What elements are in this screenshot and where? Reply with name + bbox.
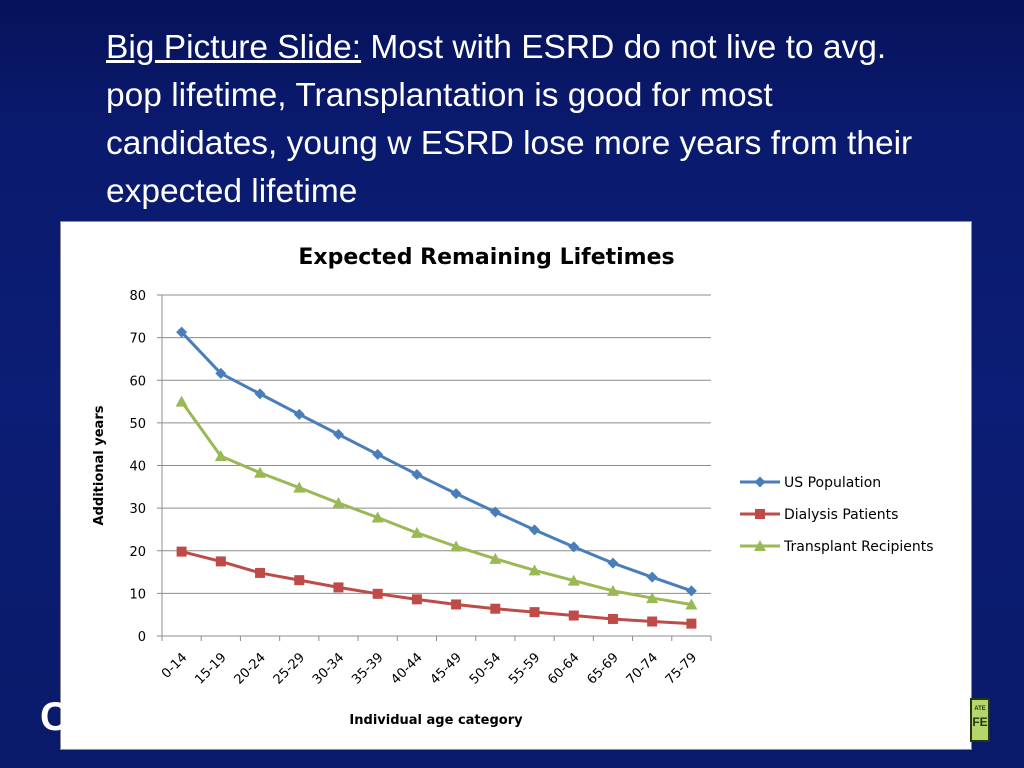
legend-label-us_population: US Population (784, 475, 881, 491)
y-tick-label: 40 (129, 460, 146, 475)
data-point-transplant (214, 450, 227, 462)
y-axis-label: Additional years (92, 405, 107, 525)
y-tick-label: 10 (129, 587, 146, 602)
x-tick-label: 60-64 (545, 650, 582, 687)
data-point-dialysis (490, 603, 501, 614)
footer-partial-text: C (40, 695, 69, 739)
data-point-us_population (646, 571, 658, 583)
data-point-us_population (372, 448, 384, 460)
data-point-transplant (646, 592, 659, 604)
line-chart: Expected Remaining Lifetimes 0 10 20 30 40 50 6… (92, 245, 934, 728)
x-tick-label: 30-34 (310, 650, 347, 687)
data-point-transplant (293, 481, 306, 493)
data-point-dialysis (215, 556, 226, 567)
data-point-dialysis (294, 575, 305, 586)
data-point-dialysis (568, 610, 579, 621)
data-point-transplant (567, 574, 580, 586)
y-tick-label: 50 (129, 417, 146, 432)
x-tick-label: 65-69 (584, 650, 621, 687)
x-tick-label: 50-54 (467, 650, 504, 687)
logo-text-top: ATE (974, 706, 986, 712)
legend-marker-transplant (754, 540, 766, 551)
slide-title-lead: Big Picture Slide: (106, 29, 362, 66)
x-tick-label: 55-59 (506, 650, 543, 687)
logo-badge: ATE FE (970, 698, 990, 742)
data-point-dialysis (647, 616, 658, 627)
chart-container: Expected Remaining Lifetimes 0 10 20 30 40 50 6… (60, 221, 972, 750)
data-point-dialysis (333, 582, 344, 593)
data-point-transplant (410, 526, 423, 538)
data-point-us_population (450, 488, 462, 500)
x-tick-label: 15-19 (192, 650, 229, 687)
data-point-dialysis (607, 613, 618, 624)
y-tick-label: 20 (129, 545, 146, 560)
slide-title-rest: Most with ESRD do not live to avg. pop l… (106, 29, 913, 210)
series-line-transplant (180, 400, 692, 606)
data-point-us_population (215, 367, 227, 379)
x-tick-label: 40-44 (388, 650, 425, 687)
x-tick-label: 45-49 (428, 650, 465, 687)
chart-title: Expected Remaining Lifetimes (298, 245, 674, 270)
data-point-dialysis (411, 594, 422, 605)
data-point-dialysis (451, 599, 462, 610)
legend-marker-dialysis (755, 509, 765, 519)
y-tick-label: 60 (129, 374, 146, 389)
data-point-us_population (411, 468, 423, 480)
data-point-dialysis (255, 567, 266, 578)
data-point-dialysis (529, 607, 540, 618)
legend-label-dialysis: Dialysis Patients (784, 507, 898, 523)
x-tick-label: 25-29 (271, 650, 308, 687)
x-tick-label: 35-39 (349, 650, 386, 687)
data-point-dialysis (176, 546, 187, 557)
data-point-transplant (332, 497, 345, 509)
x-tick-label: 75-79 (663, 650, 700, 687)
data-point-us_population (489, 506, 501, 518)
data-point-us_population (254, 388, 266, 400)
data-point-us_population (685, 585, 697, 597)
data-point-transplant (371, 511, 384, 523)
data-point-transplant (489, 552, 502, 564)
y-tick-label: 30 (129, 502, 146, 517)
legend-label-transplant: Transplant Recipients (783, 539, 934, 555)
data-point-transplant (685, 598, 698, 610)
x-axis-label: Individual age category (349, 713, 523, 728)
data-point-us_population (332, 428, 344, 440)
data-point-transplant (606, 584, 619, 596)
y-tick-label: 80 (129, 289, 146, 304)
data-point-us_population (529, 524, 541, 536)
data-point-transplant (528, 564, 541, 576)
y-tick-label: 0 (138, 630, 146, 645)
data-point-transplant (175, 395, 188, 407)
legend-marker-us_population (754, 476, 766, 488)
data-point-us_population (293, 408, 305, 420)
data-point-transplant (450, 540, 463, 552)
x-tick-label: 20-24 (232, 650, 269, 687)
slide-title: Big Picture Slide: Most with ESRD do not… (106, 24, 926, 216)
logo-text-bottom: FE (972, 715, 988, 729)
x-tick-label: 0-14 (159, 650, 190, 681)
series-line-dialysis (181, 550, 692, 626)
data-point-transplant (254, 466, 267, 478)
x-tick-label: 70-74 (624, 650, 661, 687)
data-point-us_population (607, 557, 619, 569)
data-point-us_population (568, 541, 580, 553)
data-point-us_population (176, 326, 188, 338)
series-line-us_population (180, 331, 692, 593)
data-point-dialysis (372, 588, 383, 599)
y-tick-label: 70 (129, 332, 146, 347)
data-point-dialysis (686, 618, 697, 629)
